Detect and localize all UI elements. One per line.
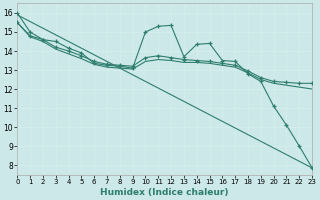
X-axis label: Humidex (Indice chaleur): Humidex (Indice chaleur) <box>100 188 229 197</box>
